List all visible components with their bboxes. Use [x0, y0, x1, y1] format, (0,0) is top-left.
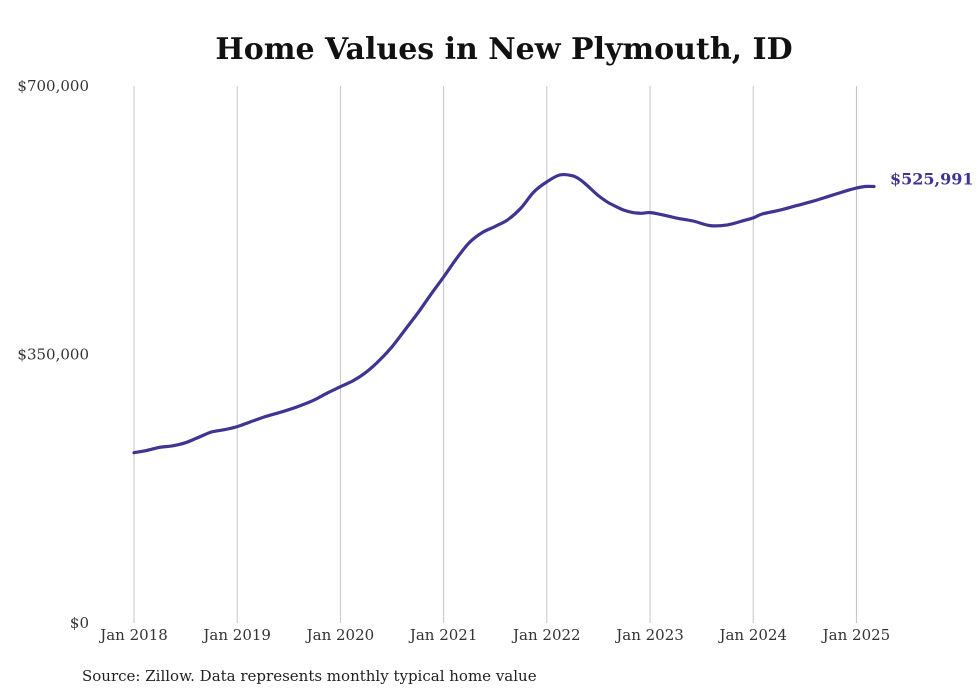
data-point [365, 371, 368, 374]
data-point [614, 205, 617, 208]
data-point [403, 329, 406, 332]
data-point [416, 312, 419, 315]
data-point [674, 216, 677, 219]
data-point [262, 416, 265, 419]
data-point [778, 209, 781, 212]
data-point [709, 224, 712, 227]
data-point [494, 225, 497, 228]
x-tick-label: Jan 2024 [717, 626, 787, 644]
data-point [171, 444, 174, 447]
data-point [631, 211, 634, 214]
data-point [391, 345, 394, 348]
gridlines [133, 86, 857, 623]
data-point [287, 408, 290, 411]
data-point [339, 385, 342, 388]
data-point [692, 220, 695, 223]
data-point [558, 174, 561, 177]
data-point [597, 194, 600, 197]
data-point [795, 204, 798, 207]
data-point [588, 187, 591, 190]
data-point [726, 223, 729, 226]
data-point [545, 180, 548, 183]
data-point [133, 451, 136, 454]
data-point [326, 391, 329, 394]
data-point [846, 189, 849, 192]
data-point [855, 187, 858, 190]
series-line [132, 172, 876, 455]
data-point [812, 200, 815, 203]
x-tick-label: Jan 2025 [821, 626, 891, 644]
data-point [223, 428, 226, 431]
data-point [532, 190, 535, 193]
y-tick-label: $350,000 [17, 346, 89, 364]
data-point [829, 194, 832, 197]
x-tick-label: Jan 2021 [408, 626, 478, 644]
data-point [481, 231, 484, 234]
data-point [864, 185, 867, 188]
data-point [210, 431, 213, 434]
y-tick-label: $700,000 [17, 77, 89, 95]
chart-title: Home Values in New Plymouth, ID [215, 32, 792, 67]
y-axis-tick-labels: $0 $350,000 $700,000 [17, 77, 89, 632]
data-point [455, 257, 458, 260]
data-point [640, 212, 643, 215]
data-point [274, 412, 277, 415]
data-point [661, 213, 664, 216]
x-tick-label: Jan 2020 [305, 626, 375, 644]
x-tick-label: Jan 2018 [98, 626, 168, 644]
data-point [760, 213, 763, 216]
x-tick-label: Jan 2022 [511, 626, 581, 644]
data-point [352, 379, 355, 382]
end-value-label: $525,991 [890, 170, 974, 189]
data-point [606, 200, 609, 203]
series-layer [132, 172, 876, 455]
data-point [752, 216, 755, 219]
data-point [743, 219, 746, 222]
data-point [623, 209, 626, 212]
source-note: Source: Zillow. Data represents monthly … [82, 667, 537, 685]
data-point [158, 446, 161, 449]
x-tick-label: Jan 2023 [614, 626, 684, 644]
data-point [468, 241, 471, 244]
data-point [442, 276, 445, 279]
data-point [313, 398, 316, 401]
data-point [236, 425, 239, 428]
data-point [378, 359, 381, 362]
x-tick-label: Jan 2019 [201, 626, 271, 644]
data-point [197, 436, 200, 439]
data-point [873, 185, 876, 188]
y-tick-label: $0 [70, 614, 89, 632]
data-point [300, 404, 303, 407]
data-point [145, 449, 148, 452]
data-point [184, 441, 187, 444]
data-point [649, 211, 652, 214]
x-axis-tick-labels: Jan 2018 Jan 2019 Jan 2020 Jan 2021 Jan 2022… [98, 626, 890, 644]
data-point [429, 293, 432, 296]
data-point [520, 207, 523, 210]
data-point [249, 421, 252, 424]
data-point [507, 218, 510, 221]
data-point [580, 179, 583, 182]
data-point [571, 174, 574, 177]
